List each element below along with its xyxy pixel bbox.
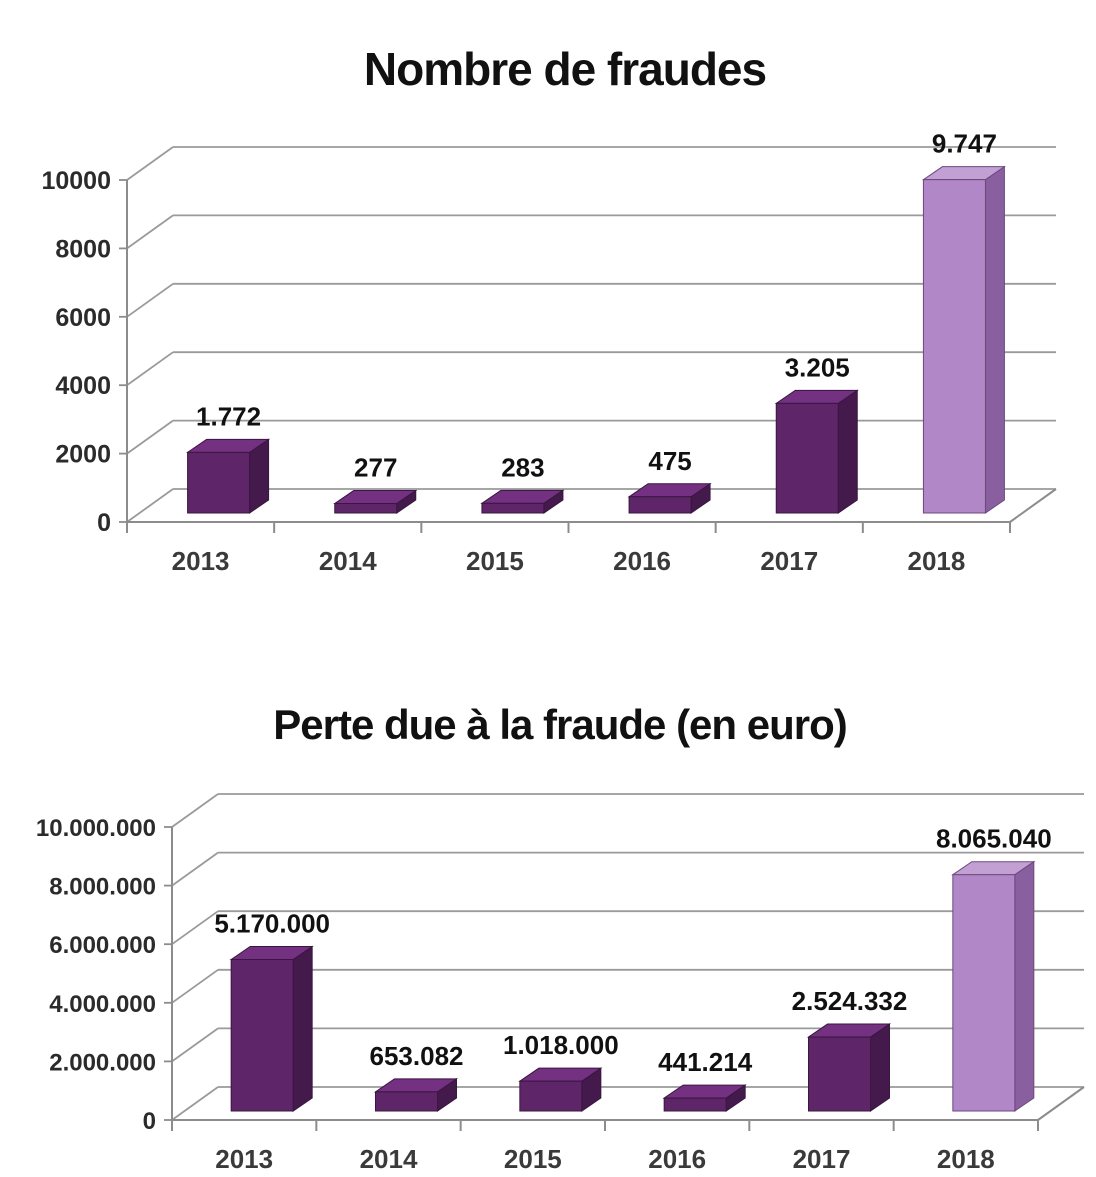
bar-2018 [922, 179, 986, 514]
bar-value-label: 283 [501, 452, 544, 482]
x-axis-category-label: 2017 [793, 1144, 851, 1174]
y-axis-tick-label: 0 [97, 509, 111, 537]
gridline-depth [171, 910, 219, 945]
bar-value-label: 3.205 [785, 352, 850, 382]
bar-2013 [187, 451, 251, 514]
gridline-depth [171, 793, 219, 828]
x-axis-category-label: 2014 [319, 546, 377, 576]
y-axis-tick-label: 6000 [55, 304, 111, 332]
y-axis-tick-label: 10.000.000 [36, 815, 156, 842]
y-axis-tick-label: 10000 [41, 167, 111, 195]
bar-side-face [292, 945, 313, 1112]
gridline-depth [171, 969, 219, 1004]
gridline-depth [171, 1086, 219, 1121]
bar-side-face [1014, 860, 1035, 1112]
y-axis-tick-label: 2.000.000 [49, 1049, 156, 1076]
bar-value-label: 9.747 [932, 129, 997, 159]
bar-2015 [519, 1080, 583, 1112]
gridline-depth [126, 351, 174, 386]
bar-side-face [870, 1023, 890, 1112]
bar-2017 [808, 1036, 871, 1112]
bar-2014 [334, 503, 398, 514]
x-axis-category-label: 2016 [648, 1144, 706, 1174]
bar-value-label: 2.524.332 [792, 986, 908, 1016]
bar-2015 [481, 502, 545, 514]
gridline-depth [126, 419, 174, 455]
x-axis-category-label: 2018 [937, 1144, 995, 1174]
bar-value-label: 277 [354, 453, 397, 483]
x-axis-category-label: 2018 [907, 546, 965, 576]
bar-2018 [952, 874, 1016, 1112]
fraud-count-chart-canvas: 0 2000 4000 6000 8000 10000 1.772 2013 277 2014 28… [41, 129, 1057, 576]
bar-value-label: 5.170.000 [214, 909, 330, 939]
floor-right-edge [1009, 488, 1057, 523]
y-axis-tick-label: 6.000.000 [49, 932, 156, 959]
x-axis-category-label: 2015 [504, 1144, 562, 1174]
x-axis-category-label: 2014 [360, 1144, 418, 1174]
y-axis-tick-label: 2000 [55, 441, 111, 469]
y-axis-tick-label: 4000 [55, 372, 111, 400]
y-axis-tick-label: 8.000.000 [49, 874, 156, 901]
gridline-depth [126, 146, 174, 181]
y-axis-tick-label: 4.000.000 [49, 991, 156, 1018]
x-axis-category-label: 2013 [172, 546, 230, 576]
gridline-depth [126, 214, 174, 250]
bar-value-label: 441.214 [658, 1047, 753, 1077]
bar-value-label: 475 [648, 446, 691, 476]
bar-side-face [984, 165, 1005, 514]
bar-value-label: 8.065.040 [936, 824, 1052, 854]
gridline-depth [171, 1027, 219, 1063]
bar-2016 [628, 496, 692, 514]
bar-2017 [775, 402, 839, 514]
bar-2013 [230, 959, 294, 1112]
x-axis-category-label: 2015 [466, 546, 524, 576]
gridline-depth [171, 851, 219, 887]
x-axis-category-label: 2016 [613, 546, 671, 576]
x-axis-category-label: 2017 [760, 546, 818, 576]
floor-right-edge [1037, 1086, 1085, 1121]
x-axis-category-label: 2013 [215, 1144, 273, 1174]
bar-value-label: 653.082 [370, 1041, 464, 1071]
fraud-count-chart-title: Nombre de fraudes [363, 43, 767, 95]
fraud-loss-chart-canvas: 0 2.000.000 4.000.000 6.000.000 8.000.000 10.… [36, 793, 1085, 1174]
bar-value-label: 1.018.000 [503, 1030, 619, 1060]
gridline-depth [126, 488, 174, 523]
bar-2014 [375, 1091, 438, 1112]
fraud-loss-chart-title: Perte due à la fraude (en euro) [273, 701, 848, 748]
bar-side-face [837, 389, 858, 514]
gridline-depth [126, 283, 174, 318]
y-axis-tick-label: 0 [143, 1108, 156, 1135]
bar-value-label: 1.772 [196, 401, 261, 431]
y-axis-tick-label: 8000 [55, 235, 111, 263]
bar-2016 [663, 1097, 727, 1112]
